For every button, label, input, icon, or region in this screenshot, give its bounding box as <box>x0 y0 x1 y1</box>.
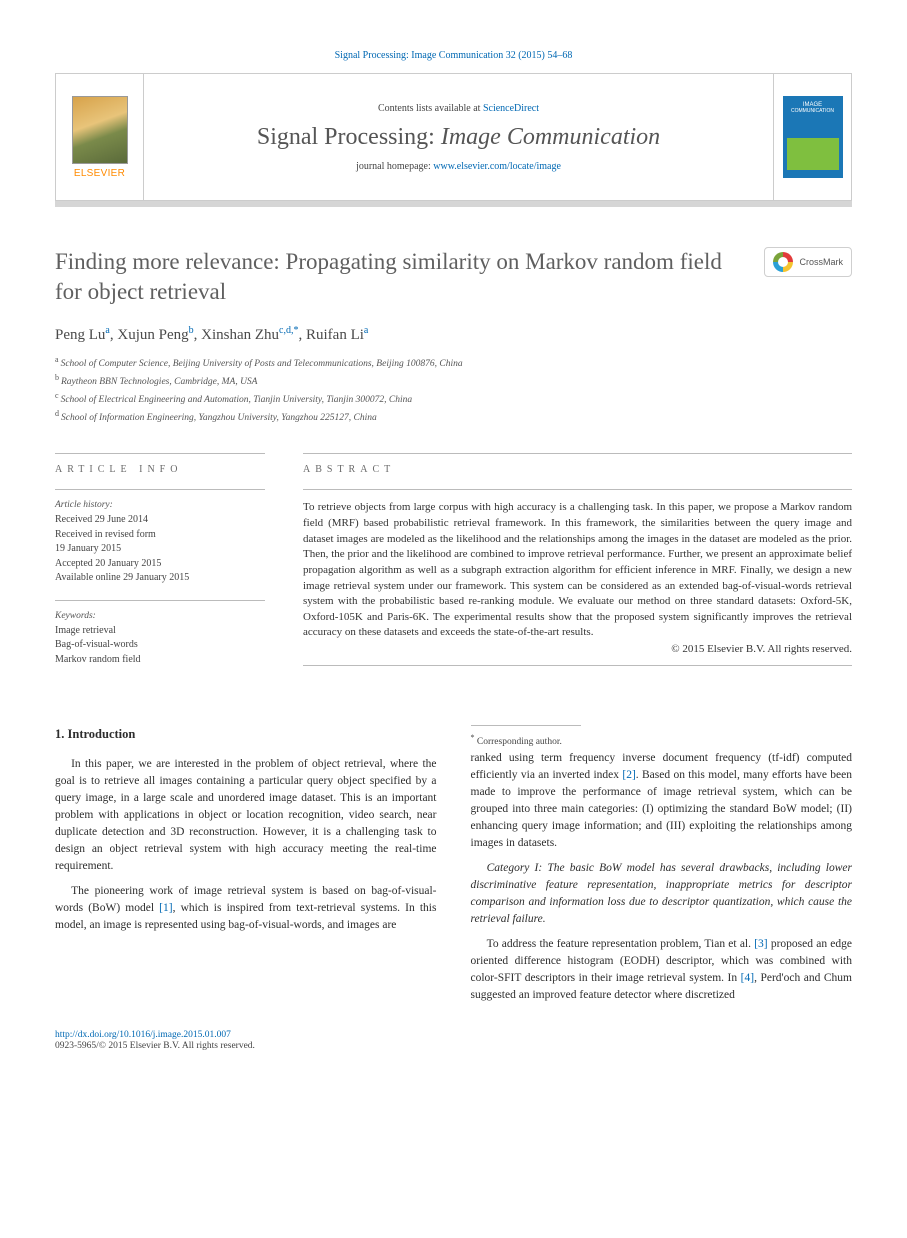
rule <box>55 489 265 490</box>
elsevier-tree-icon <box>72 96 128 164</box>
aff-key: b <box>55 373 59 382</box>
homepage-line: journal homepage: www.elsevier.com/locat… <box>356 161 561 172</box>
affiliations: aSchool of Computer Science, Beijing Uni… <box>55 354 852 426</box>
journal-name-italic: Image Communication <box>441 124 660 150</box>
corresponding-marker: ,* <box>291 325 299 336</box>
crossmark-badge[interactable]: CrossMark <box>764 247 852 277</box>
crossmark-label: CrossMark <box>799 257 843 267</box>
header-underline <box>55 201 852 207</box>
doi-link[interactable]: http://dx.doi.org/10.1016/j.image.2015.0… <box>55 1030 852 1040</box>
keyword: Image retrieval <box>55 624 265 639</box>
paragraph: ranked using term frequency inverse docu… <box>471 750 853 852</box>
rule <box>55 453 265 454</box>
rule <box>303 453 852 454</box>
cover-band <box>787 138 839 170</box>
footnote-rule <box>471 725 581 726</box>
aff-key: c <box>55 391 59 400</box>
affiliation: aSchool of Computer Science, Beijing Uni… <box>55 354 852 372</box>
contents-line: Contents lists available at ScienceDirec… <box>378 103 539 114</box>
author-name: Xujun Peng <box>117 327 188 343</box>
reference-link[interactable]: [2] <box>622 769 635 781</box>
paragraph: In this paper, we are interested in the … <box>55 756 437 875</box>
journal-name: Signal Processing: Image Communication <box>257 124 660 151</box>
history-line: Received 29 June 2014 <box>55 513 265 528</box>
homepage-prefix: journal homepage: <box>356 161 433 172</box>
aff-text: School of Information Engineering, Yangz… <box>61 413 377 423</box>
journal-name-plain: Signal Processing: <box>257 124 441 150</box>
history-line: Accepted 20 January 2015 <box>55 557 265 572</box>
journal-cover: IMAGE COMMUNICATION <box>773 74 851 200</box>
history-heading: Article history: <box>55 500 265 510</box>
author-affref: c,d <box>279 325 291 336</box>
keywords-list: Image retrieval Bag-of-visual-words Mark… <box>55 624 265 668</box>
body-text: 1. Introduction In this paper, we are in… <box>55 725 852 1003</box>
abstract-text: To retrieve objects from large corpus wi… <box>303 500 852 640</box>
paragraph: The pioneering work of image retrieval s… <box>55 883 437 934</box>
aff-key: a <box>55 355 59 364</box>
footnote-text: Corresponding author. <box>477 738 562 748</box>
abstract-column: ABSTRACT To retrieve objects from large … <box>303 453 852 681</box>
author-affref: a <box>364 325 368 336</box>
author-affref: a <box>105 325 109 336</box>
publisher-name: ELSEVIER <box>74 168 125 179</box>
history-line: Received in revised form <box>55 528 265 543</box>
authors-line: Peng Lua, Xujun Pengb, Xinshan Zhuc,d,*,… <box>55 325 852 344</box>
keywords-heading: Keywords: <box>55 611 265 621</box>
keyword: Markov random field <box>55 653 265 668</box>
section-heading: 1. Introduction <box>55 725 437 744</box>
homepage-link[interactable]: www.elsevier.com/locate/image <box>433 161 561 172</box>
author: Xinshan Zhuc,d,* <box>201 327 298 343</box>
footnote-marker: * <box>471 733 475 742</box>
sciencedirect-link[interactable]: ScienceDirect <box>483 103 539 114</box>
publisher-logo: ELSEVIER <box>56 74 144 200</box>
reference-link[interactable]: [3] <box>754 938 767 950</box>
footnote-block: * Corresponding author. <box>471 725 853 749</box>
article-info-label: ARTICLE INFO <box>55 464 265 475</box>
affiliation: dSchool of Information Engineering, Yang… <box>55 408 852 426</box>
affiliation: cSchool of Electrical Engineering and Au… <box>55 390 852 408</box>
paragraph: To address the feature representation pr… <box>471 936 853 1004</box>
affiliation: bRaytheon BBN Technologies, Cambridge, M… <box>55 372 852 390</box>
abstract-label: ABSTRACT <box>303 464 852 475</box>
rule <box>303 489 852 490</box>
issn-line: 0923-5965/© 2015 Elsevier B.V. All right… <box>55 1041 852 1051</box>
journal-header: ELSEVIER Contents lists available at Sci… <box>55 73 852 201</box>
cover-title-2: COMMUNICATION <box>791 108 834 114</box>
crossmark-icon <box>773 252 793 272</box>
header-citation: Signal Processing: Image Communication 3… <box>55 50 852 61</box>
contents-prefix: Contents lists available at <box>378 103 483 114</box>
author: Peng Lua <box>55 327 110 343</box>
abstract-copyright: © 2015 Elsevier B.V. All rights reserved… <box>303 643 852 655</box>
rule <box>303 665 852 666</box>
history-line: 19 January 2015 <box>55 542 265 557</box>
author: Ruifan Lia <box>306 327 368 343</box>
author-name: Xinshan Zhu <box>201 327 279 343</box>
text-run: Category I: The basic BoW model has seve… <box>471 862 853 925</box>
author-affref: b <box>189 325 194 336</box>
cover-thumbnail: IMAGE COMMUNICATION <box>783 96 843 178</box>
corresponding-footnote: * Corresponding author. <box>471 732 853 749</box>
aff-text: School of Computer Science, Beijing Univ… <box>61 359 463 369</box>
history-line: Available online 29 January 2015 <box>55 571 265 586</box>
page-footer: http://dx.doi.org/10.1016/j.image.2015.0… <box>55 1030 852 1051</box>
article-info-column: ARTICLE INFO Article history: Received 2… <box>55 453 265 681</box>
text-run: To address the feature representation pr… <box>487 938 755 950</box>
aff-text: School of Electrical Engineering and Aut… <box>61 395 413 405</box>
aff-text: Raytheon BBN Technologies, Cambridge, MA… <box>61 377 258 387</box>
aff-key: d <box>55 409 59 418</box>
rule <box>55 600 265 601</box>
author-name: Peng Lu <box>55 327 105 343</box>
author: Xujun Pengb <box>117 327 193 343</box>
reference-link[interactable]: [4] <box>741 972 754 984</box>
article-history: Received 29 June 2014 Received in revise… <box>55 513 265 586</box>
article-title: Finding more relevance: Propagating simi… <box>55 247 740 307</box>
keyword: Bag-of-visual-words <box>55 638 265 653</box>
journal-header-center: Contents lists available at ScienceDirec… <box>144 74 773 200</box>
reference-link[interactable]: [1] <box>159 902 172 914</box>
author-name: Ruifan Li <box>306 327 364 343</box>
paragraph: Category I: The basic BoW model has seve… <box>471 860 853 928</box>
